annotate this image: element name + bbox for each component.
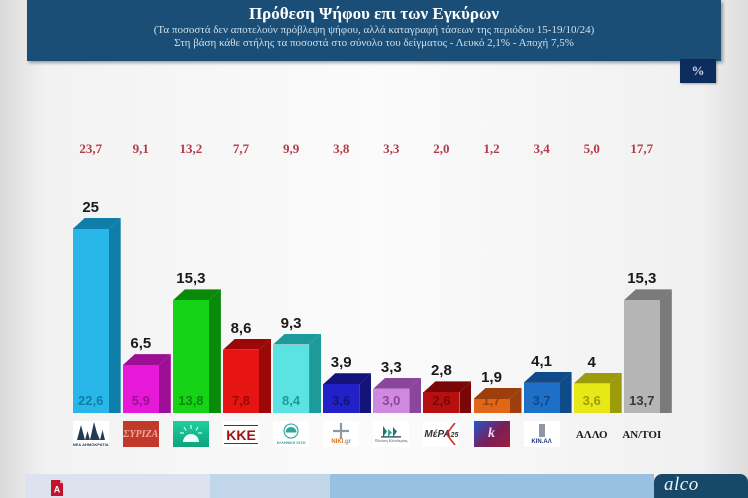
svg-text:A: A <box>54 485 61 495</box>
